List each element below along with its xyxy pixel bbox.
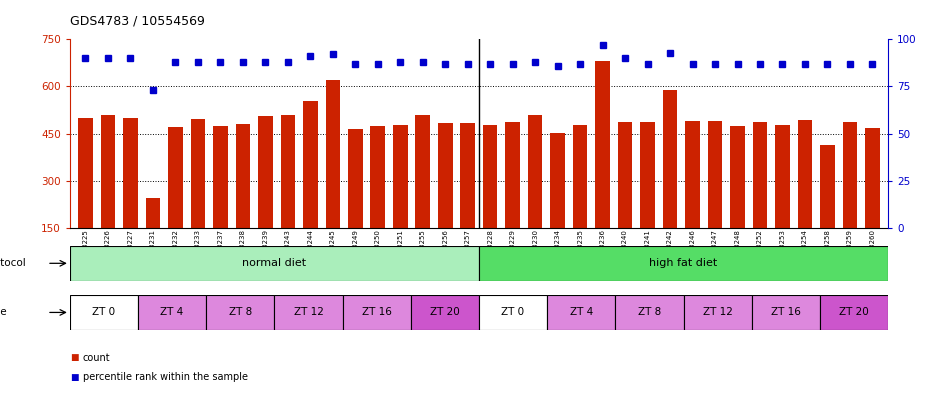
Text: protocol: protocol xyxy=(0,258,26,268)
Bar xyxy=(78,118,93,275)
Text: normal diet: normal diet xyxy=(243,258,306,268)
Bar xyxy=(213,126,228,275)
Bar xyxy=(505,122,520,275)
Text: ZT 0: ZT 0 xyxy=(92,307,115,318)
Bar xyxy=(138,295,206,330)
Bar xyxy=(146,198,160,275)
Bar xyxy=(411,295,479,330)
Text: ZT 20: ZT 20 xyxy=(839,307,869,318)
Text: ■: ■ xyxy=(70,353,78,362)
Text: ZT 8: ZT 8 xyxy=(229,307,252,318)
Bar xyxy=(730,127,745,275)
Text: ZT 4: ZT 4 xyxy=(160,307,183,318)
Bar xyxy=(479,295,547,330)
Bar xyxy=(865,128,880,275)
Text: ZT 12: ZT 12 xyxy=(703,307,733,318)
Bar xyxy=(460,123,475,275)
Bar xyxy=(168,127,182,275)
Bar xyxy=(776,125,790,275)
Text: ZT 8: ZT 8 xyxy=(638,307,661,318)
Bar xyxy=(326,80,340,275)
Text: high fat diet: high fat diet xyxy=(649,258,718,268)
Bar xyxy=(274,295,342,330)
Bar xyxy=(342,295,411,330)
Bar xyxy=(528,115,542,275)
Bar xyxy=(235,124,250,275)
Bar xyxy=(348,129,363,275)
Bar xyxy=(708,121,723,275)
Text: ZT 12: ZT 12 xyxy=(294,307,324,318)
Text: time: time xyxy=(0,307,7,318)
Bar xyxy=(618,122,632,275)
Bar xyxy=(416,115,430,275)
Bar xyxy=(820,145,835,275)
Bar xyxy=(483,125,498,275)
Bar xyxy=(100,115,115,275)
Bar xyxy=(258,116,272,275)
Bar xyxy=(70,295,138,330)
Text: ZT 4: ZT 4 xyxy=(569,307,592,318)
Bar xyxy=(551,133,565,275)
Bar xyxy=(303,101,318,275)
Bar xyxy=(663,90,677,275)
Bar xyxy=(206,295,274,330)
Bar xyxy=(685,121,700,275)
Bar xyxy=(70,246,479,281)
Text: percentile rank within the sample: percentile rank within the sample xyxy=(83,372,247,382)
Bar xyxy=(438,123,453,275)
Bar xyxy=(547,295,616,330)
Bar xyxy=(573,125,588,275)
Bar xyxy=(123,118,138,275)
Text: ZT 16: ZT 16 xyxy=(771,307,801,318)
Bar xyxy=(843,122,857,275)
Text: ■: ■ xyxy=(70,373,78,382)
Bar xyxy=(640,122,655,275)
Text: count: count xyxy=(83,353,111,363)
Bar xyxy=(393,125,407,275)
Bar xyxy=(370,126,385,275)
Bar xyxy=(479,246,888,281)
Bar xyxy=(281,115,295,275)
Bar xyxy=(595,61,610,275)
Bar xyxy=(191,119,206,275)
Text: ZT 16: ZT 16 xyxy=(362,307,392,318)
Bar xyxy=(684,295,751,330)
Text: ZT 0: ZT 0 xyxy=(501,307,525,318)
Bar xyxy=(752,122,767,275)
Text: ZT 20: ZT 20 xyxy=(430,307,459,318)
Bar xyxy=(820,295,888,330)
Text: GDS4783 / 10554569: GDS4783 / 10554569 xyxy=(70,15,205,28)
Bar xyxy=(616,295,684,330)
Bar xyxy=(798,120,812,275)
Bar xyxy=(751,295,820,330)
